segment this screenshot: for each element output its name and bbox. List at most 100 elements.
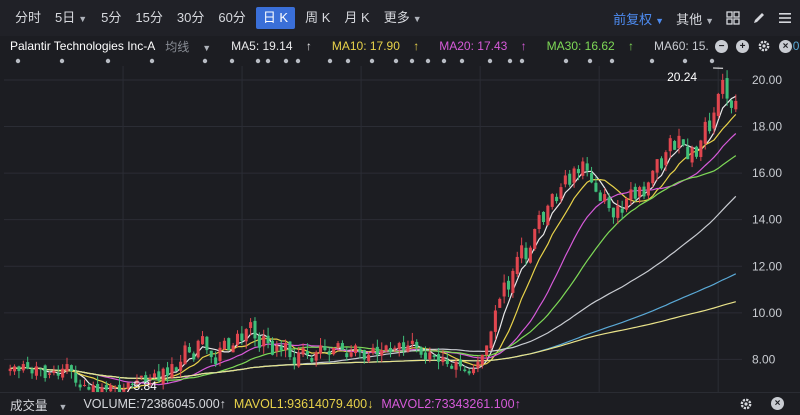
adjust-dropdown[interactable]: 前复权 ▼ bbox=[613, 11, 665, 27]
event-dot[interactable] bbox=[229, 58, 235, 64]
draw-pen-icon[interactable] bbox=[752, 11, 766, 25]
mavol1-value: MAVOL1:93614079.400↓ bbox=[233, 397, 374, 411]
tab-30min[interactable]: 30分 bbox=[176, 10, 205, 25]
candle-body bbox=[616, 205, 620, 218]
candle-body bbox=[441, 357, 445, 363]
candle-body bbox=[222, 340, 226, 350]
gear-icon[interactable] bbox=[739, 397, 753, 411]
volume-controls: × bbox=[739, 397, 792, 411]
event-dot[interactable] bbox=[59, 58, 65, 64]
grid-layout-icon[interactable] bbox=[726, 11, 740, 25]
line-type-dropdown[interactable]: 均线 ▼ bbox=[165, 39, 212, 54]
candle-body bbox=[240, 333, 244, 341]
tab-5day[interactable]: 5日 ▼ bbox=[55, 10, 88, 25]
event-dot[interactable] bbox=[393, 58, 399, 64]
candle-body bbox=[380, 350, 384, 356]
close-icon[interactable]: × bbox=[779, 39, 792, 53]
ma250-line bbox=[10, 301, 736, 380]
candle-body bbox=[21, 364, 25, 371]
event-dot[interactable] bbox=[295, 58, 301, 64]
candle-body bbox=[393, 347, 397, 350]
event-dot[interactable] bbox=[265, 58, 271, 64]
candle-body bbox=[34, 366, 38, 376]
tab-60min[interactable]: 60分 bbox=[218, 10, 246, 25]
tab-15min[interactable]: 15分 bbox=[135, 10, 163, 25]
event-dot[interactable] bbox=[409, 58, 415, 64]
candle-body bbox=[249, 322, 253, 328]
y-tick-label: 18.00 bbox=[752, 120, 782, 134]
candle-body bbox=[432, 355, 436, 358]
other-dropdown[interactable]: 其他 ▼ bbox=[676, 11, 714, 27]
candle-body bbox=[388, 347, 393, 353]
event-dot[interactable] bbox=[327, 58, 333, 64]
candle-body bbox=[113, 387, 117, 389]
candle-body bbox=[13, 366, 17, 372]
candle-body bbox=[166, 367, 170, 376]
event-dot[interactable] bbox=[283, 58, 289, 64]
menu-icon[interactable] bbox=[778, 11, 792, 25]
event-dot[interactable] bbox=[519, 58, 525, 64]
candlestick-chart[interactable]: 20.00 18.00 16.00 14.00 12.00 10.00 8.00 20.24… bbox=[0, 66, 800, 392]
candle-body bbox=[375, 346, 379, 355]
event-dot[interactable] bbox=[255, 58, 261, 64]
event-dot[interactable] bbox=[487, 58, 493, 64]
candle-body bbox=[332, 347, 336, 355]
chevron-down-icon: ▼ bbox=[58, 401, 68, 412]
indicator-bar: Palantir Technologies Inc-A 均线 ▼ MA5: 19.… bbox=[0, 36, 800, 56]
gear-icon[interactable] bbox=[757, 39, 771, 53]
candle-body bbox=[699, 140, 703, 157]
event-dot[interactable] bbox=[649, 58, 655, 64]
candle-body bbox=[480, 354, 484, 365]
event-dot[interactable] bbox=[345, 58, 351, 64]
event-dot[interactable] bbox=[709, 58, 715, 64]
tab-5min[interactable]: 5分 bbox=[101, 10, 122, 25]
tab-daily-k[interactable]: 日 K bbox=[255, 7, 296, 29]
event-dot[interactable] bbox=[15, 58, 21, 64]
event-dot[interactable] bbox=[149, 58, 155, 64]
candle-body bbox=[524, 247, 528, 260]
tab-intraday[interactable]: 分时 bbox=[15, 10, 42, 25]
ma120-line bbox=[10, 273, 737, 380]
candle-body bbox=[651, 170, 655, 184]
ma30-value: MA30: 16.62 ↑ bbox=[546, 39, 635, 53]
y-tick-label: 16.00 bbox=[752, 166, 782, 180]
candle-body bbox=[703, 121, 707, 144]
event-dot[interactable] bbox=[369, 58, 375, 64]
candle-body bbox=[100, 387, 104, 392]
candle-body bbox=[310, 357, 314, 362]
candle-body bbox=[262, 336, 266, 347]
tab-more[interactable]: 更多 ▼ bbox=[383, 10, 422, 25]
close-icon[interactable]: × bbox=[771, 397, 784, 410]
volume-indicator-dropdown[interactable]: 成交量 ▼ bbox=[10, 398, 68, 413]
candle-body bbox=[594, 182, 598, 192]
candle-body bbox=[152, 373, 156, 378]
tab-monthly-k[interactable]: 月 K bbox=[344, 10, 370, 25]
candle-body bbox=[192, 353, 196, 360]
tab-weekly-k[interactable]: 周 K bbox=[305, 10, 331, 25]
event-dot[interactable] bbox=[609, 58, 615, 64]
candle-body bbox=[196, 340, 200, 358]
candle-body bbox=[135, 380, 139, 384]
event-dot[interactable] bbox=[441, 58, 447, 64]
event-dot[interactable] bbox=[202, 58, 208, 64]
candle-body bbox=[620, 208, 624, 213]
event-dot[interactable] bbox=[682, 58, 688, 64]
event-dot[interactable] bbox=[507, 58, 513, 64]
candle-body bbox=[502, 282, 506, 297]
minus-icon[interactable]: − bbox=[715, 39, 728, 53]
event-dot[interactable] bbox=[459, 58, 465, 64]
event-dot[interactable] bbox=[105, 58, 111, 64]
event-dot[interactable] bbox=[587, 58, 593, 64]
y-tick-label: 8.00 bbox=[752, 352, 776, 366]
candle-body bbox=[74, 372, 78, 383]
max-label: 20.24 bbox=[667, 70, 697, 84]
plus-icon[interactable]: + bbox=[736, 39, 749, 53]
candle-body bbox=[266, 335, 270, 344]
candle-body bbox=[485, 345, 489, 356]
min-label: 5.84 bbox=[133, 379, 157, 392]
event-dot[interactable] bbox=[425, 58, 431, 64]
event-dot[interactable] bbox=[563, 58, 569, 64]
candle-body bbox=[646, 182, 650, 196]
candle-body bbox=[712, 112, 716, 129]
candle-body bbox=[69, 365, 73, 372]
